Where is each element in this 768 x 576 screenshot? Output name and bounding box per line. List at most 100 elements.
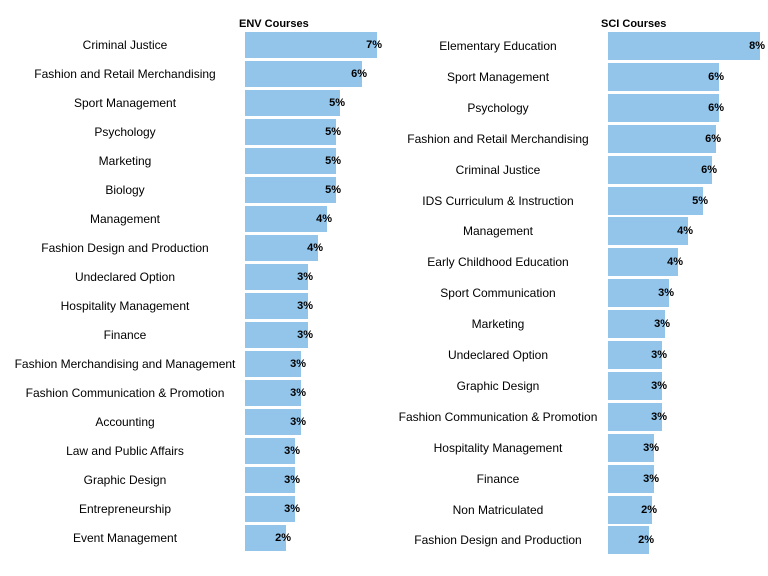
env-category-label: Criminal Justice bbox=[82, 38, 168, 52]
env-bar-value-label: 7% bbox=[366, 39, 382, 51]
sci-courses-chart: SCI Courses Elementary Education 8% Sport … bbox=[384, 0, 768, 576]
env-bar bbox=[245, 90, 340, 116]
env-bar-value-label: 2% bbox=[275, 532, 291, 544]
env-category-label: Fashion Design and Production bbox=[41, 241, 209, 255]
sci-bar bbox=[608, 217, 688, 246]
sci-category-label: Elementary Education bbox=[439, 39, 557, 53]
sci-bar-value-label: 2% bbox=[638, 534, 654, 547]
env-bar-value-label: 4% bbox=[316, 213, 332, 225]
env-bar-value-label: 5% bbox=[325, 184, 341, 196]
env-bar-value-label: 3% bbox=[290, 387, 306, 399]
env-bar-value-label: 3% bbox=[284, 474, 300, 486]
env-bar bbox=[245, 119, 336, 145]
sci-bar bbox=[608, 371, 662, 400]
sci-bar-value-label: 3% bbox=[651, 349, 667, 361]
env-bar bbox=[245, 235, 318, 261]
sci-bar bbox=[608, 186, 703, 215]
sci-bar-value-label: 4% bbox=[667, 256, 683, 269]
sci-bar bbox=[608, 495, 652, 524]
sci-bar-value-label: 6% bbox=[705, 132, 721, 145]
env-courses-chart: ENV Courses Criminal Justice 7% Fashion an… bbox=[14, 18, 382, 551]
sci-bar-value-label: 3% bbox=[651, 410, 667, 423]
sci-category-label: Management bbox=[462, 224, 534, 239]
env-category-label: Marketing bbox=[98, 154, 152, 168]
env-bar-value-label: 6% bbox=[351, 68, 367, 80]
sci-bar bbox=[608, 341, 662, 369]
sci-bar-value-label: 3% bbox=[654, 318, 670, 331]
env-category-label: Event Management bbox=[72, 531, 178, 545]
env-bar bbox=[245, 61, 362, 87]
sci-bar bbox=[608, 124, 716, 153]
sci-category-label: Criminal Justice bbox=[455, 162, 541, 177]
env-chart-title: ENV Courses bbox=[239, 18, 309, 30]
env-category-label: Hospitality Management bbox=[60, 299, 190, 313]
env-category-label: Fashion Merchandising and Management bbox=[14, 357, 236, 371]
sci-bar-value-label: 3% bbox=[658, 287, 674, 300]
env-bar bbox=[245, 496, 295, 522]
env-bar bbox=[245, 380, 301, 406]
sci-bar-value-label: 8% bbox=[749, 40, 765, 52]
env-category-label: Undeclared Option bbox=[74, 270, 176, 284]
sci-category-label: IDS Curriculum & Instruction bbox=[422, 193, 574, 208]
env-bar-value-label: 3% bbox=[290, 416, 306, 428]
env-category-label: Sport Management bbox=[73, 96, 177, 110]
env-bar bbox=[245, 525, 286, 551]
sci-category-label: Graphic Design bbox=[456, 378, 540, 393]
env-bar bbox=[245, 264, 308, 290]
env-category-label: Accounting bbox=[95, 415, 155, 429]
sci-category-label: Hospitality Management bbox=[433, 440, 563, 455]
sci-category-label: Fashion Communication & Promotion bbox=[398, 409, 598, 424]
sci-category-label: Undeclared Option bbox=[447, 348, 549, 362]
sci-bar-value-label: 4% bbox=[677, 225, 693, 238]
env-bar bbox=[245, 322, 308, 348]
env-category-label: Biology bbox=[105, 183, 145, 197]
env-bar-value-label: 3% bbox=[284, 503, 300, 515]
env-bar-value-label: 5% bbox=[325, 155, 341, 167]
sci-bar bbox=[608, 279, 669, 308]
env-bar bbox=[245, 409, 301, 435]
env-category-label: Graphic Design bbox=[83, 473, 167, 487]
sci-bar-value-label: 5% bbox=[692, 194, 708, 207]
sci-bar bbox=[608, 32, 760, 60]
sci-category-label: Fashion Design and Production bbox=[414, 533, 582, 548]
env-bar-value-label: 3% bbox=[284, 445, 300, 457]
sci-bar bbox=[608, 248, 678, 277]
env-bar bbox=[245, 148, 336, 174]
sci-category-label: Marketing bbox=[471, 317, 525, 332]
env-bar-value-label: 5% bbox=[329, 97, 345, 109]
sci-bar-value-label: 3% bbox=[651, 379, 667, 392]
sci-bar bbox=[608, 310, 665, 339]
env-bar bbox=[245, 438, 295, 464]
env-category-label: Law and Public Affairs bbox=[66, 444, 184, 458]
env-category-label: Finance bbox=[103, 328, 147, 342]
sci-category-label: Fashion and Retail Merchandising bbox=[407, 131, 589, 146]
env-bar-value-label: 3% bbox=[290, 358, 306, 370]
sci-bar bbox=[608, 433, 654, 462]
env-bar bbox=[245, 467, 295, 493]
sci-bar bbox=[608, 402, 662, 431]
sci-category-label: Finance bbox=[476, 471, 520, 486]
env-category-label: Fashion and Retail Merchandising bbox=[34, 67, 216, 81]
env-bar-value-label: 4% bbox=[307, 242, 323, 254]
env-bar bbox=[245, 177, 336, 203]
env-bar bbox=[245, 351, 301, 377]
env-bar-value-label: 3% bbox=[297, 300, 313, 312]
sci-bar-value-label: 3% bbox=[643, 441, 659, 454]
sci-bar-value-label: 6% bbox=[701, 163, 717, 176]
sci-chart-title: SCI Courses bbox=[601, 18, 667, 30]
sci-bar bbox=[608, 464, 654, 493]
env-bar bbox=[245, 293, 308, 319]
env-category-label: Management bbox=[89, 212, 161, 226]
sci-bar bbox=[608, 93, 719, 122]
sci-bar bbox=[608, 62, 719, 91]
sci-category-label: Early Childhood Education bbox=[427, 255, 569, 270]
env-bar bbox=[245, 206, 327, 232]
sci-category-label: Sport Communication bbox=[440, 286, 556, 301]
sci-category-label: Non Matriculated bbox=[452, 502, 544, 517]
sci-bar-value-label: 2% bbox=[641, 503, 657, 516]
env-bar bbox=[245, 32, 377, 58]
sci-bar bbox=[608, 526, 649, 555]
env-bar-value-label: 3% bbox=[297, 271, 313, 283]
env-category-label: Entrepreneurship bbox=[78, 502, 172, 516]
sci-bar-value-label: 3% bbox=[643, 472, 659, 485]
